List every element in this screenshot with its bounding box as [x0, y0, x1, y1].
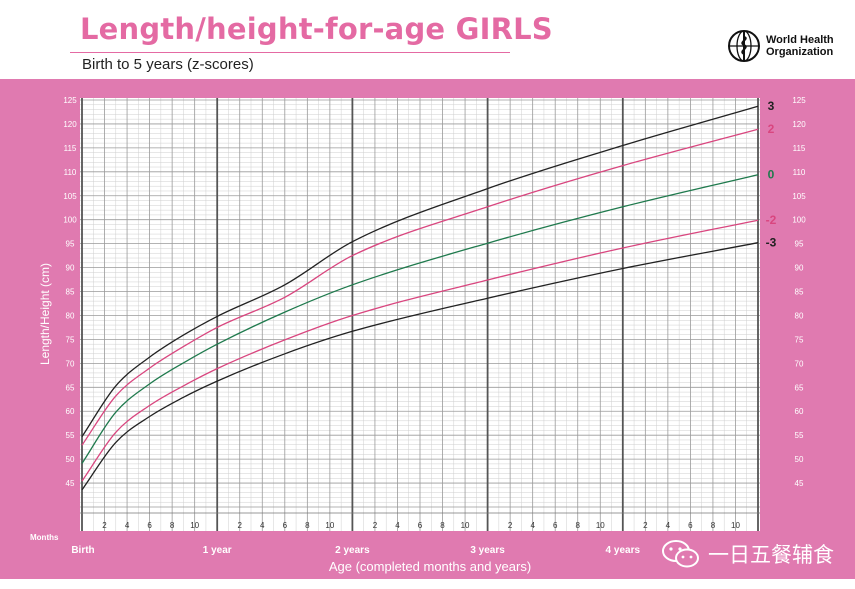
y-tick-label-left: 125 — [63, 96, 77, 105]
y-tick-label-right: 45 — [795, 479, 804, 488]
x-major-label: Birth — [71, 545, 94, 556]
y-tick-label-left: 95 — [66, 240, 75, 249]
month-tick-label: 4 — [530, 521, 535, 530]
y-tick-label-left: 75 — [66, 335, 75, 344]
x-major-label: 3 years — [470, 545, 505, 556]
z-score-curve — [81, 174, 759, 464]
y-tick-label-right: 90 — [795, 264, 804, 273]
y-tick-label-right: 110 — [793, 168, 806, 177]
x-major-label: 2 years — [335, 545, 370, 556]
chart-subtitle: Birth to 5 years (z-scores) — [82, 56, 254, 73]
z-score-curve — [81, 242, 759, 491]
y-tick-label-right: 125 — [792, 96, 806, 105]
y-tick-label-left: 50 — [66, 455, 75, 464]
month-tick-label: 6 — [553, 521, 558, 530]
chart-frame: 2 4 6 8 10 2 4 6 8 10 2 4 6 8 10 2 4 6 8 10 2 4 6 8 10 45 50 55 60 6… — [0, 79, 855, 579]
org-name-line2: Organization — [766, 46, 834, 58]
z-score-label: 2 — [768, 122, 775, 136]
y-tick-label-left: 85 — [66, 288, 75, 297]
month-tick-label: 8 — [711, 521, 716, 530]
month-tick-label: 10 — [461, 521, 470, 530]
y-tick-label-left: 100 — [63, 216, 77, 225]
month-tick-label: 8 — [170, 521, 175, 530]
x-major-label: 1 year — [203, 545, 232, 556]
month-tick-label: 8 — [576, 521, 581, 530]
y-tick-label-right: 50 — [795, 455, 804, 464]
x-axis-title: Age (completed months and years) — [329, 559, 531, 574]
month-tick-label: 2 — [238, 521, 243, 530]
y-tick-label-right: 105 — [792, 192, 806, 201]
month-tick-label: 10 — [596, 521, 605, 530]
y-tick-label-left: 115 — [64, 144, 77, 153]
y-tick-label-left: 60 — [66, 407, 75, 416]
month-tick-label: 4 — [395, 521, 400, 530]
month-tick-label: 4 — [666, 521, 671, 530]
org-name-line1: World Health — [766, 34, 834, 46]
y-tick-label-left: 90 — [66, 264, 75, 273]
y-tick-label-right: 120 — [792, 120, 806, 129]
z-score-curve — [81, 219, 759, 482]
z-score-curves — [81, 105, 759, 491]
z-score-label: -2 — [766, 213, 777, 227]
y-tick-label-left: 120 — [63, 120, 77, 129]
month-tick-label: 6 — [147, 521, 152, 530]
y-tick-label-left: 55 — [66, 431, 75, 440]
month-tick-label: 10 — [190, 521, 199, 530]
who-logo: World Health Organization — [726, 28, 834, 64]
who-emblem-icon — [728, 30, 760, 62]
watermark-text: 一日五餐辅食 — [708, 543, 834, 567]
month-tick-label: 8 — [305, 521, 310, 530]
y-tick-label-right: 65 — [795, 383, 804, 392]
z-score-labels: 3 2 0 -2 -3 — [766, 99, 777, 249]
growth-chart: 2 4 6 8 10 2 4 6 8 10 2 4 6 8 10 2 4 6 8 10 2 4 6 8 10 45 50 55 60 6… — [30, 96, 806, 574]
y-axis-right-labels: 45 50 55 60 65 70 75 80 85 90 95 100 105 110 115 120 125 — [792, 96, 806, 488]
month-tick-label: 10 — [731, 521, 740, 530]
months-label: Months — [30, 533, 59, 542]
y-tick-label-right: 55 — [795, 431, 804, 440]
chart-title: Length/height-for-age GIRLS — [80, 12, 553, 46]
month-tick-label: 6 — [283, 521, 288, 530]
y-axis-title: Length/Height (cm) — [38, 263, 52, 365]
major-grid — [80, 98, 760, 531]
y-tick-label-right: 70 — [795, 359, 804, 368]
z-score-label: 3 — [768, 99, 775, 113]
y-tick-label-left: 70 — [66, 359, 75, 368]
z-score-label: -3 — [766, 236, 777, 250]
y-tick-label-right: 100 — [792, 216, 806, 225]
title-underline — [70, 52, 510, 53]
z-score-curve — [81, 128, 759, 446]
watermark: 一日五餐辅食 — [660, 538, 834, 570]
month-tick-label: 2 — [373, 521, 378, 530]
month-tick-label: 2 — [643, 521, 648, 530]
y-tick-label-left: 80 — [66, 311, 75, 320]
y-tick-label-right: 75 — [795, 335, 804, 344]
y-tick-label-right: 60 — [795, 407, 804, 416]
y-tick-label-right: 85 — [795, 288, 804, 297]
y-tick-label-left: 45 — [66, 479, 75, 488]
y-tick-label-right: 95 — [795, 240, 804, 249]
month-tick-label: 2 — [102, 521, 107, 530]
month-tick-label: 6 — [418, 521, 423, 530]
y-tick-label-right: 115 — [793, 144, 806, 153]
x-major-label: 4 years — [606, 545, 641, 556]
y-tick-label-right: 80 — [795, 311, 804, 320]
month-tick-label: 4 — [260, 521, 265, 530]
y-tick-label-left: 105 — [63, 192, 77, 201]
wechat-icon — [662, 540, 699, 568]
y-axis-left-labels: 45 50 55 60 65 70 75 80 85 90 95 100 105 110 115 120 125 — [63, 96, 77, 488]
x-major-labels: Birth 1 year 2 years 3 years 4 years — [71, 545, 640, 556]
month-tick-label: 8 — [440, 521, 445, 530]
month-tick-label: 10 — [325, 521, 334, 530]
month-tick-label: 2 — [508, 521, 513, 530]
month-tick-labels: 2 4 6 8 10 2 4 6 8 10 2 4 6 8 10 2 4 6 8 10 2 4 6 8 10 — [102, 521, 740, 530]
z-score-label: 0 — [768, 168, 775, 182]
y-tick-label-left: 65 — [66, 383, 75, 392]
y-tick-label-left: 110 — [64, 168, 77, 177]
month-tick-label: 6 — [688, 521, 693, 530]
month-tick-label: 4 — [125, 521, 130, 530]
z-score-curve — [81, 105, 759, 437]
